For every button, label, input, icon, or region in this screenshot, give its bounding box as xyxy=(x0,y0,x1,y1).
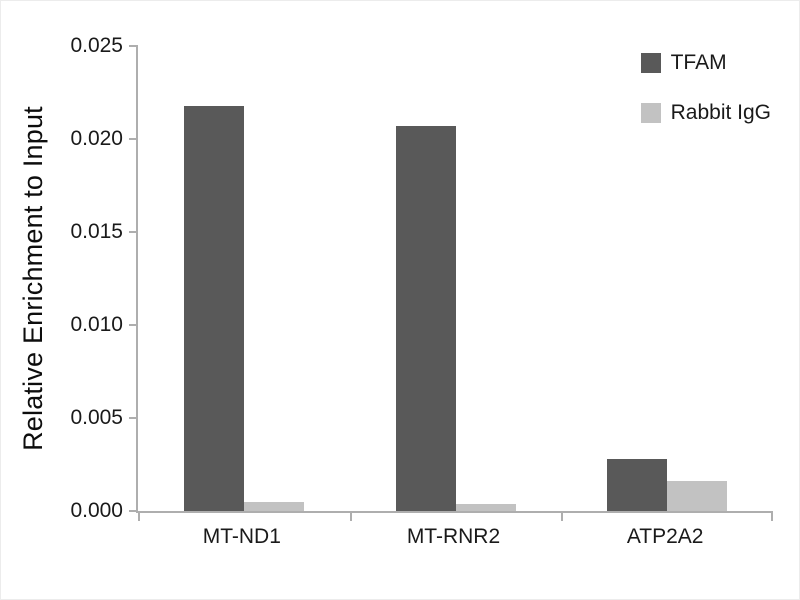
y-tick-mark xyxy=(129,417,138,419)
x-tick-mark xyxy=(771,511,773,521)
bar-rabbit-igg-mt-rnr2 xyxy=(455,503,516,511)
y-tick-mark xyxy=(129,324,138,326)
legend-label-tfam: TFAM xyxy=(670,51,727,74)
legend-item-tfam: TFAM xyxy=(640,51,727,75)
plot-area: TFAM Rabbit IgG xyxy=(129,45,773,521)
y-tick-label: 0.025 xyxy=(70,34,123,57)
y-tick-mark xyxy=(129,45,138,47)
legend: TFAM Rabbit IgG xyxy=(640,51,771,125)
x-axis-category-label: MT-ND1 xyxy=(202,525,281,548)
y-tick-label: 0.020 xyxy=(70,127,123,150)
y-tick-label: 0.000 xyxy=(70,499,123,522)
x-axis-category-label: MT-RNR2 xyxy=(406,525,501,548)
y-tick-label: 0.010 xyxy=(70,313,123,336)
y-tick-mark xyxy=(129,138,138,140)
x-tick-mark xyxy=(349,511,352,521)
x-axis-category-label: ATP2A2 xyxy=(626,525,704,548)
bar-tfam-mt-nd1 xyxy=(183,105,244,511)
y-tick-label: 0.005 xyxy=(70,406,123,429)
legend-swatch-rabbit-igg xyxy=(640,103,661,123)
y-axis-tick-labels: 0.000 0.005 0.010 0.015 0.020 0.025 xyxy=(1,34,123,522)
x-axis-category-labels: MT-ND1 MT-RNR2 ATP2A2 xyxy=(136,525,771,555)
y-tick-mark xyxy=(129,510,138,512)
bar-rabbit-igg-mt-nd1 xyxy=(243,501,304,511)
bar-tfam-atp2a2 xyxy=(607,458,668,511)
bar-tfam-mt-rnr2 xyxy=(395,125,456,511)
y-tick-mark xyxy=(129,231,138,233)
legend-swatch-tfam xyxy=(640,53,661,73)
x-tick-mark xyxy=(138,511,140,521)
x-tick-mark xyxy=(561,511,564,521)
bar-rabbit-igg-atp2a2 xyxy=(667,481,728,511)
y-tick-label: 0.015 xyxy=(70,220,123,243)
bars-container xyxy=(138,46,773,511)
legend-item-rabbit-igg: Rabbit IgG xyxy=(640,101,771,125)
legend-label-rabbit-igg: Rabbit IgG xyxy=(670,101,771,124)
